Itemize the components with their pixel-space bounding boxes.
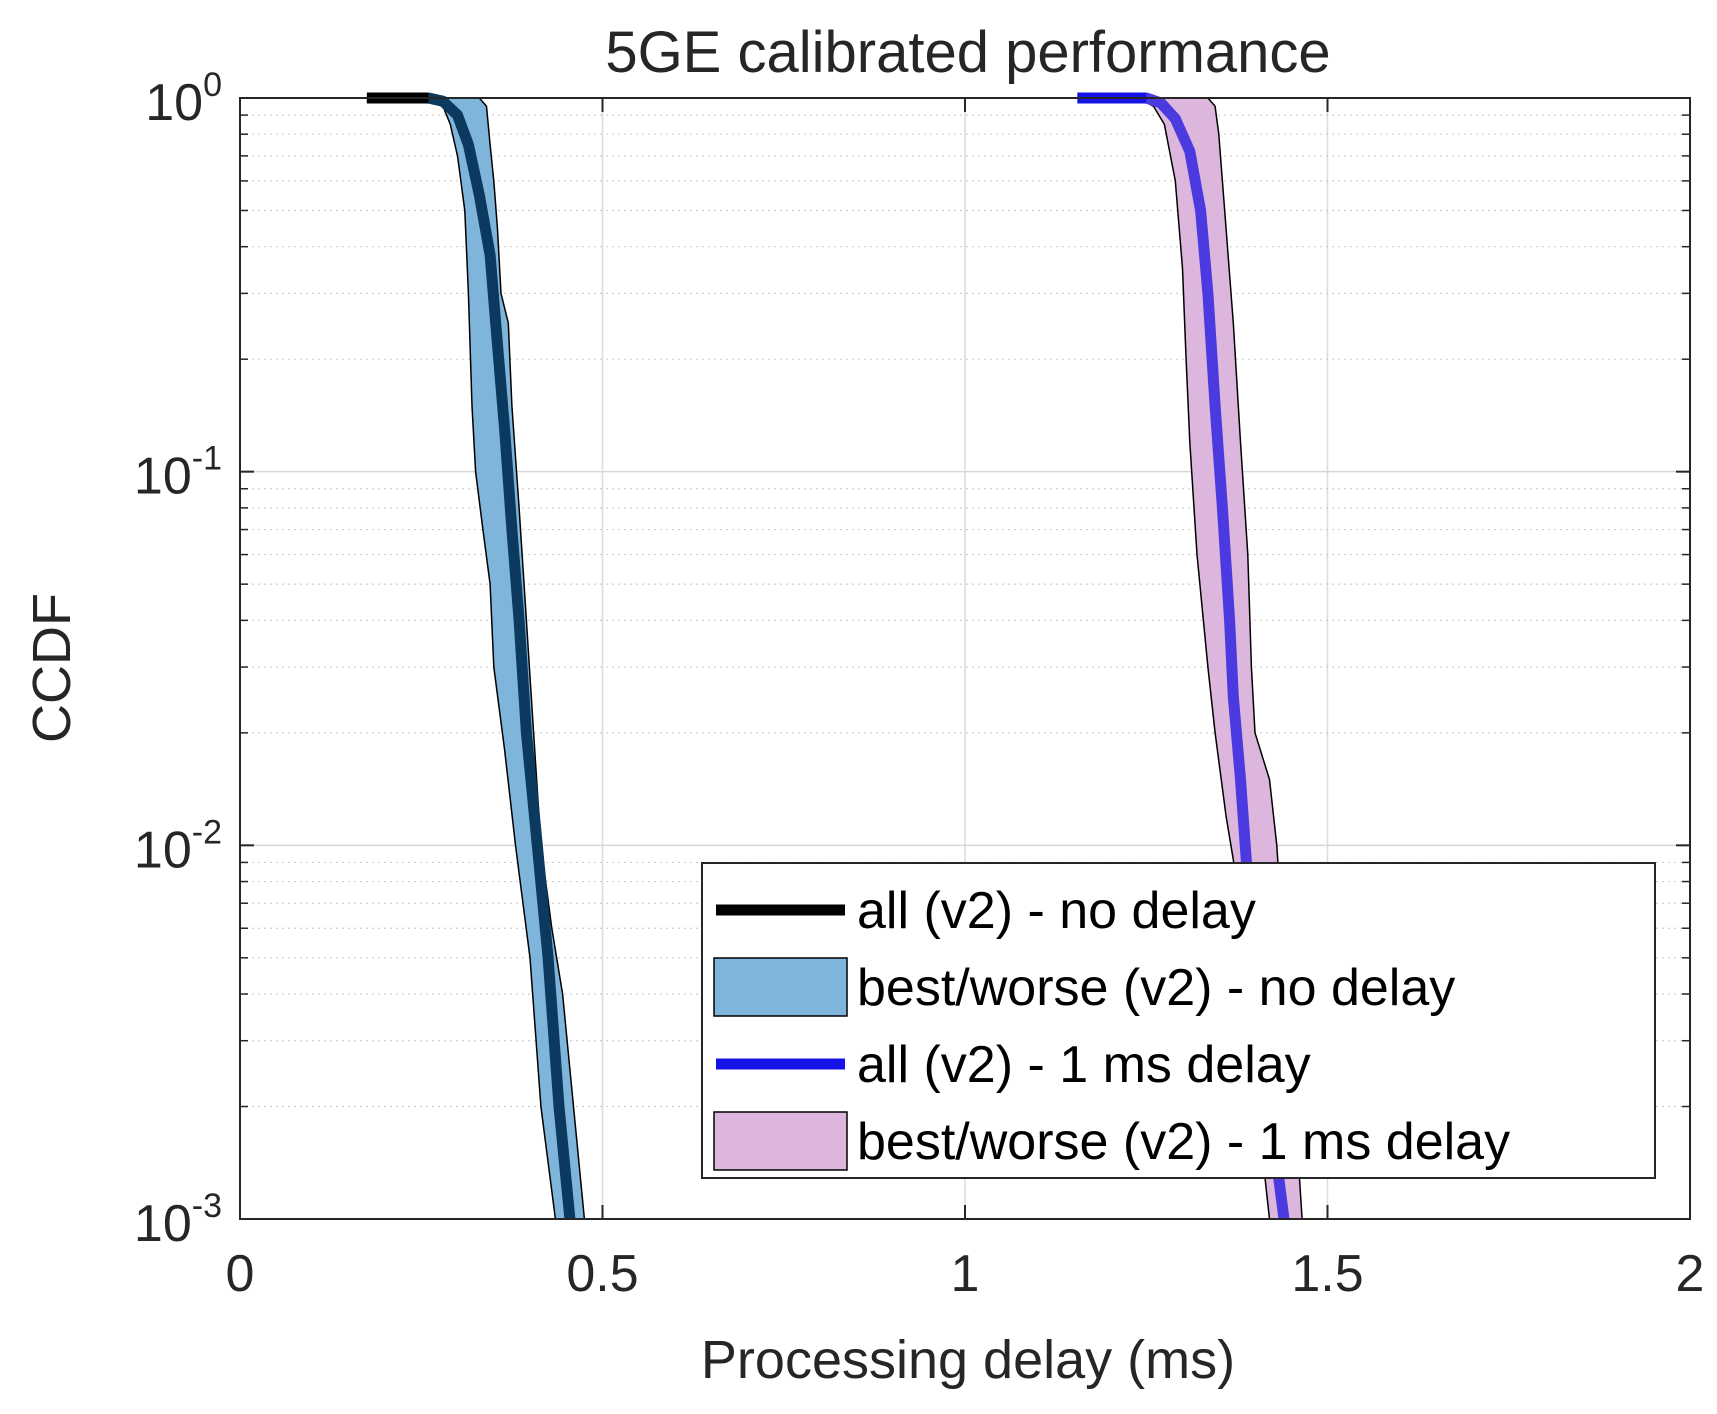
y-tick-label: 10-1	[134, 440, 222, 506]
y-tick-label-exponent: 0	[203, 66, 222, 104]
line-series-1	[366, 92, 576, 1220]
y-tick-label: 10-2	[134, 813, 222, 879]
y-tick-label-exponent: -2	[192, 813, 222, 851]
legend-swatch-band-2	[713, 957, 848, 1017]
legend-box	[701, 862, 1656, 1179]
x-tick-label: 1	[951, 1245, 980, 1303]
legend-label-4: best/worse (v2) - 1 ms delay	[857, 1113, 1510, 1171]
chart-title: 5GE calibrated performance	[605, 20, 1330, 85]
legend-label-3: all (v2) - 1 ms delay	[857, 1036, 1311, 1094]
x-tick-label: 0.5	[566, 1245, 638, 1303]
legend-label-2: best/worse (v2) - no delay	[857, 959, 1455, 1017]
y-tick-label-exponent: -1	[192, 440, 222, 478]
y-tick-label-exponent: -3	[192, 1187, 222, 1225]
y-tick-label-base: 10	[134, 821, 192, 879]
legend-label-1: all (v2) - no delay	[857, 882, 1256, 940]
y-tick-label-base: 10	[134, 448, 192, 506]
x-tick-label: 2	[1676, 1245, 1705, 1303]
legend: all (v2) - no delay best/worse (v2) - no …	[701, 862, 1656, 1179]
y-tick-label-base: 10	[145, 74, 203, 132]
legend-swatch-band-4	[713, 1111, 848, 1171]
y-axis-label: CCDF	[22, 593, 82, 743]
x-tick-label: 0	[226, 1245, 255, 1303]
y-tick-label-base: 10	[134, 1195, 192, 1253]
x-tick-label: 1.5	[1291, 1245, 1363, 1303]
y-tick-label: 100	[145, 66, 222, 132]
x-axis-label: Processing delay (ms)	[701, 1330, 1235, 1390]
y-tick-label: 10-3	[134, 1187, 222, 1253]
